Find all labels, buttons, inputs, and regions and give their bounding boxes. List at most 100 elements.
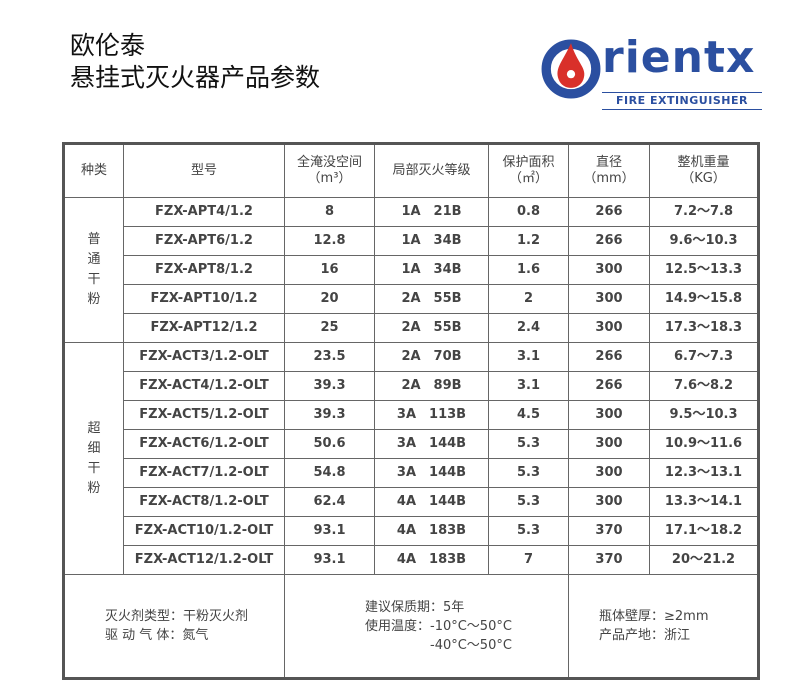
table-cell: FZX-ACT6/1.2-OLT <box>123 429 285 459</box>
flame-ring-icon <box>541 39 601 99</box>
table-cell: FZX-APT12/1.2 <box>123 313 285 343</box>
table-cell: 54.8 <box>284 458 375 488</box>
table-cell: 3.1 <box>488 342 569 372</box>
table-cell: 4.5 <box>488 400 569 430</box>
table-cell: 5.3 <box>488 487 569 517</box>
table-cell: 5.3 <box>488 458 569 488</box>
table-cell: 12.5～13.3 <box>649 255 759 285</box>
table-cell: FZX-ACT7/1.2-OLT <box>123 458 285 488</box>
table-cell: 93.1 <box>284 545 375 575</box>
brand-title: 欧伦泰 <box>70 31 146 60</box>
footer-left: 灭火剂类型：干粉灭火剂驱 动 气 体：氮气 <box>63 574 285 679</box>
table-cell: 2A 55B <box>374 284 489 314</box>
header-area: 保护面积 （㎡） <box>488 143 569 198</box>
table-cell: 370 <box>568 516 650 546</box>
table-cell: 50.6 <box>284 429 375 459</box>
table-cell: 23.5 <box>284 342 375 372</box>
table-cell: 1A 34B <box>374 226 489 256</box>
table-cell: 13.3～14.1 <box>649 487 759 517</box>
table-cell: 300 <box>568 400 650 430</box>
table-cell: 1.2 <box>488 226 569 256</box>
table-cell: 93.1 <box>284 516 375 546</box>
table-row: FZX-ACT7/1.2-OLT 54.8 3A 144B 5.3 300 12.3～13… <box>64 458 759 488</box>
table-row: FZX-ACT4/1.2-OLT 39.3 2A 89B 3.1 266 7.6～8.2 <box>64 371 759 401</box>
table-cell: 12.3～13.1 <box>649 458 759 488</box>
table-cell: 300 <box>568 255 650 285</box>
table-cell: 7.6～8.2 <box>649 371 759 401</box>
header-volume: 全淹没空间 （m³） <box>284 143 375 198</box>
table-cell: 266 <box>568 197 650 227</box>
header-diameter: 直径 （mm） <box>568 143 650 198</box>
table-row: 普 通 干 粉 FZX-APT4/1.2 8 1A 21B 0.8 266 7.2～7.8 <box>63 197 759 343</box>
table-row: FZX-ACT10/1.2-OLT 93.1 4A 183B 5.3 370 17.1～1… <box>64 516 759 546</box>
page-title: 欧伦泰 悬挂式灭火器产品参数 <box>70 30 320 94</box>
table-cell: 7 <box>488 545 569 575</box>
table-row: 超 细 干 粉 FZX-ACT3/1.2-OLT 23.5 2A 70B 3.1 266 6… <box>63 342 759 575</box>
table-cell: 8 <box>284 197 375 227</box>
table-cell: 0.8 <box>488 197 569 227</box>
table-cell: 7.2～7.8 <box>649 197 759 227</box>
header-model: 型号 <box>123 143 285 198</box>
table-cell: FZX-ACT4/1.2-OLT <box>123 371 285 401</box>
table-cell: 266 <box>568 342 650 372</box>
table-cell: FZX-ACT3/1.2-OLT <box>123 342 285 372</box>
header-type: 种类 <box>63 143 124 198</box>
table-cell: 266 <box>568 371 650 401</box>
table-cell: 4A 144B <box>374 487 489 517</box>
table-cell: 17.3～18.3 <box>649 313 759 343</box>
table-row: FZX-ACT5/1.2-OLT 39.3 3A 113B 4.5 300 9.5～10.… <box>64 400 759 430</box>
table-cell: 20～21.2 <box>649 545 759 575</box>
table-cell: 2A 70B <box>374 342 489 372</box>
table-row: FZX-ACT6/1.2-OLT 50.6 3A 144B 5.3 300 10.9～11… <box>64 429 759 459</box>
table-cell: 300 <box>568 487 650 517</box>
table-cell: 14.9～15.8 <box>649 284 759 314</box>
table-cell: 3A 144B <box>374 429 489 459</box>
table-cell: 300 <box>568 458 650 488</box>
table-cell: 1.6 <box>488 255 569 285</box>
table-cell: 17.1～18.2 <box>649 516 759 546</box>
table-cell: 4A 183B <box>374 516 489 546</box>
table-cell: 3A 113B <box>374 400 489 430</box>
table-row: FZX-APT6/1.2 12.8 1A 34B 1.2 266 9.6～10.3 <box>64 226 759 256</box>
table-cell: FZX-ACT8/1.2-OLT <box>123 487 285 517</box>
table-cell: FZX-ACT10/1.2-OLT <box>123 516 285 546</box>
logo-tagline: FIRE EXTINGUISHER <box>602 92 762 110</box>
product-title: 悬挂式灭火器产品参数 <box>70 63 321 92</box>
table-cell: 2A 55B <box>374 313 489 343</box>
header-row: 种类 型号 全淹没空间 （m³） 局部灭火等级 保护面积 （㎡） 直径 （mm） 整机… <box>63 143 759 198</box>
table-cell: FZX-ACT12/1.2-OLT <box>123 545 285 575</box>
table-cell: 5.3 <box>488 516 569 546</box>
table-row: FZX-ACT8/1.2-OLT 62.4 4A 144B 5.3 300 13.3～14… <box>64 487 759 517</box>
footer-row: 灭火剂类型：干粉灭火剂驱 动 气 体：氮气 建议保质期：5年 使用温度：-10°C… <box>63 574 759 679</box>
orientx-logo: rientx FIRE EXTINGUISHER <box>540 32 765 116</box>
table-cell: 9.6～10.3 <box>649 226 759 256</box>
table-cell: 5.3 <box>488 429 569 459</box>
table-cell: 25 <box>284 313 375 343</box>
table-cell: 20 <box>284 284 375 314</box>
table-row: FZX-APT10/1.2 20 2A 55B 2 300 14.9～15.8 <box>64 284 759 314</box>
table-cell: 370 <box>568 545 650 575</box>
table-cell: FZX-APT6/1.2 <box>123 226 285 256</box>
table-cell: 39.3 <box>284 400 375 430</box>
header-rating: 局部灭火等级 <box>374 143 489 198</box>
table-cell: FZX-APT10/1.2 <box>123 284 285 314</box>
table-cell: 10.9～11.6 <box>649 429 759 459</box>
table-cell: 16 <box>284 255 375 285</box>
logo-brand-text: rientx <box>602 32 756 83</box>
table-cell: 39.3 <box>284 371 375 401</box>
table-cell: 300 <box>568 284 650 314</box>
table-cell: FZX-ACT5/1.2-OLT <box>123 400 285 430</box>
table-row: FZX-ACT12/1.2-OLT 93.1 4A 183B 7 370 20～21.2 <box>64 545 759 575</box>
table-cell: 2 <box>488 284 569 314</box>
table-cell: 2.4 <box>488 313 569 343</box>
table-cell: FZX-APT8/1.2 <box>123 255 285 285</box>
footer-middle: 建议保质期：5年 使用温度：-10°C～50°C -40°C～50°C <box>284 574 569 679</box>
group-label: 超 细 干 粉 <box>63 342 124 575</box>
table-cell: 9.5～10.3 <box>649 400 759 430</box>
table-cell: 300 <box>568 429 650 459</box>
table-cell: FZX-APT4/1.2 <box>123 197 285 227</box>
footer-right: 瓶体壁厚：≥2mm 产品产地：浙江 <box>568 574 759 679</box>
table-cell: 2A 89B <box>374 371 489 401</box>
header-weight: 整机重量 （KG） <box>649 143 759 198</box>
table-cell: 1A 21B <box>374 197 489 227</box>
